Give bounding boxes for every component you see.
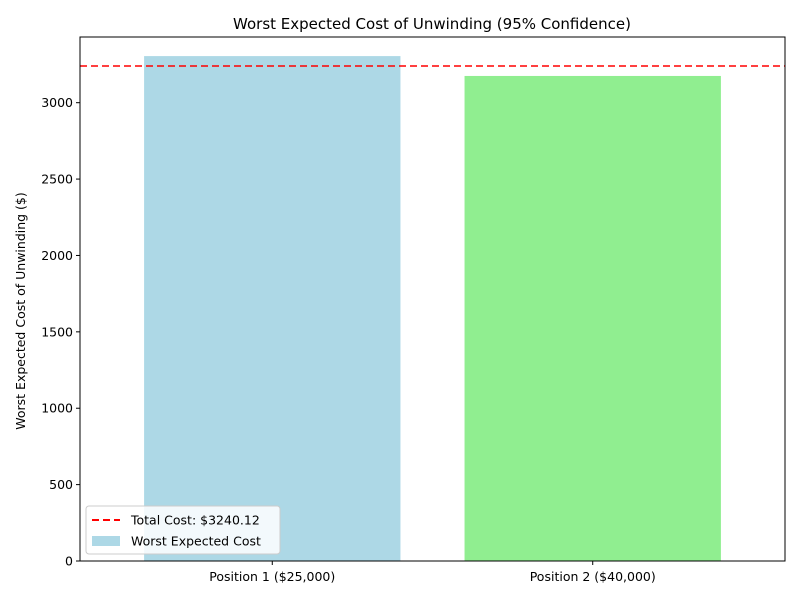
legend-box <box>85 505 281 555</box>
y-axis: 0 500 1000 1500 2000 2500 3000 <box>41 95 80 569</box>
chart-title: Worst Expected Cost of Unwinding (95% Co… <box>233 15 631 33</box>
y-tick-label: 0 <box>65 554 73 569</box>
bar-1 <box>144 56 401 561</box>
y-axis-title: Worst Expected Cost of Unwinding ($) <box>13 192 28 430</box>
y-tick-label: 1000 <box>41 401 73 416</box>
legend-label-worst-expected-cost: Worst Expected Cost <box>131 534 261 549</box>
y-tick-label: 2500 <box>41 172 73 187</box>
legend: Total Cost: $3240.12 Worst Expected Cost <box>85 505 281 555</box>
y-tick-label: 500 <box>49 477 73 492</box>
y-tick-label: 3000 <box>41 95 73 110</box>
x-tick-label: Position 1 ($25,000) <box>209 569 335 584</box>
bars-layer <box>144 56 721 561</box>
x-tick-label: Position 2 ($40,000) <box>530 569 656 584</box>
legend-label-total-cost: Total Cost: $3240.12 <box>130 513 260 528</box>
y-tick-label: 1500 <box>41 324 73 339</box>
x-axis: Position 1 ($25,000) Position 2 ($40,000) <box>209 561 656 584</box>
y-tick-label: 2000 <box>41 248 73 263</box>
plot-frame <box>79 36 786 562</box>
legend-bar-swatch <box>92 536 120 546</box>
bar-2 <box>464 75 721 561</box>
